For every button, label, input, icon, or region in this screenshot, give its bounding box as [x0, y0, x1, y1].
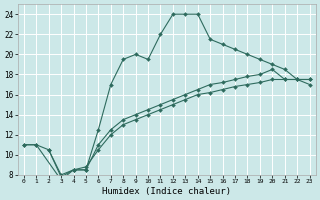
X-axis label: Humidex (Indice chaleur): Humidex (Indice chaleur) — [102, 187, 231, 196]
